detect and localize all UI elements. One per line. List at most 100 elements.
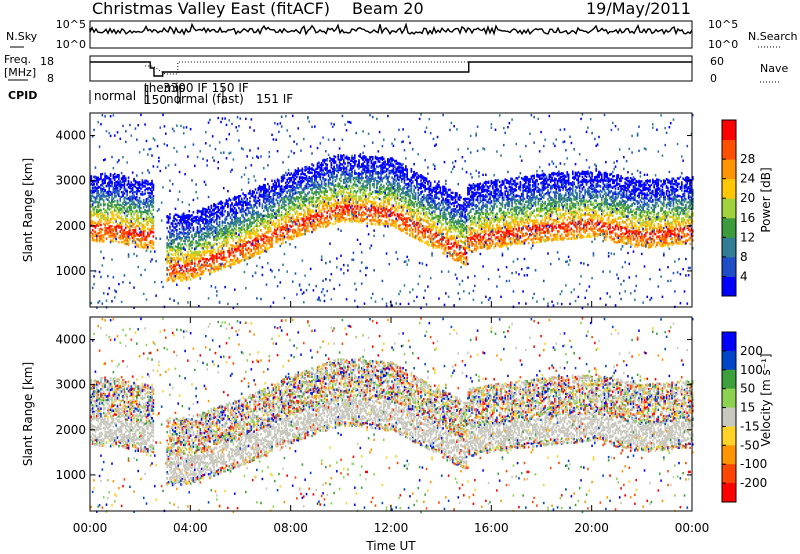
power-cell xyxy=(179,238,181,240)
power-cell xyxy=(228,119,230,121)
power-cell xyxy=(186,232,188,234)
power-cell xyxy=(202,258,204,260)
power-cell xyxy=(248,203,250,205)
power-cell xyxy=(142,239,144,241)
power-cell xyxy=(235,229,237,231)
power-cell xyxy=(264,187,266,189)
power-cell xyxy=(113,234,115,236)
power-cell xyxy=(175,214,177,216)
power-cell xyxy=(281,223,283,225)
power-cell xyxy=(128,226,130,228)
power-cell xyxy=(271,189,273,191)
power-cell xyxy=(121,191,123,193)
power-cell xyxy=(223,221,225,223)
power-cell xyxy=(219,264,221,266)
power-cell xyxy=(233,198,235,200)
power-cell xyxy=(114,196,116,198)
power-cell xyxy=(326,212,328,214)
power-cell xyxy=(106,231,108,233)
power-cell xyxy=(129,282,131,284)
power-cell xyxy=(256,211,258,213)
power-cell xyxy=(245,252,247,254)
power-cell xyxy=(223,244,225,246)
nsearch-label: N.Search xyxy=(748,30,798,43)
nsky-tick-top: 10^5 xyxy=(56,18,86,31)
power-cell xyxy=(320,216,322,218)
power-cell xyxy=(205,232,207,234)
power-cell xyxy=(179,219,181,221)
power-cell xyxy=(129,199,131,201)
power-cell xyxy=(314,182,316,184)
power-cell xyxy=(271,246,273,248)
power-cell xyxy=(285,213,287,215)
power-cell xyxy=(235,245,237,247)
power-cell xyxy=(199,273,201,275)
power-cell xyxy=(217,224,219,226)
power-cell xyxy=(282,264,284,266)
power-cell xyxy=(202,221,204,223)
power-cell xyxy=(108,235,110,237)
power-cell xyxy=(146,218,148,220)
power-cell xyxy=(310,212,312,214)
power-cell xyxy=(182,227,184,229)
power-cell xyxy=(222,233,224,235)
cpid-label: CPID xyxy=(8,89,37,102)
power-cell xyxy=(326,215,328,217)
power-cell xyxy=(263,187,265,189)
power-cell xyxy=(142,179,144,181)
power-cell xyxy=(100,231,102,233)
power-cell xyxy=(289,230,291,232)
power-cell xyxy=(202,208,204,210)
power-cell xyxy=(186,236,188,238)
power-cell xyxy=(244,173,246,175)
power-cell xyxy=(197,228,199,230)
power-cell xyxy=(129,209,131,211)
power-cell xyxy=(324,197,326,199)
power-cell xyxy=(179,190,181,192)
power-cell xyxy=(171,277,173,279)
power-cell xyxy=(285,204,287,206)
power-cell xyxy=(260,194,262,196)
power-cell xyxy=(329,222,331,224)
power-cell xyxy=(329,198,331,200)
power-cell xyxy=(208,228,210,230)
power-cell xyxy=(332,173,334,175)
power-cell xyxy=(300,289,302,291)
power-cell xyxy=(235,242,237,244)
power-cell xyxy=(223,257,225,259)
power-cell xyxy=(110,229,112,231)
power-cell xyxy=(151,154,153,156)
power-cell xyxy=(248,207,250,209)
power-cell xyxy=(175,249,177,251)
power-cell xyxy=(238,246,240,248)
power-cell xyxy=(137,234,139,236)
power-cell xyxy=(311,215,313,217)
power-cell xyxy=(110,205,112,207)
power-cell xyxy=(161,281,163,283)
power-cell xyxy=(238,224,240,226)
power-cell xyxy=(166,221,168,223)
power-cell xyxy=(291,206,293,208)
power-cell xyxy=(129,196,131,198)
power-cell xyxy=(244,237,246,239)
power-cell xyxy=(239,253,241,255)
power-cell xyxy=(99,212,101,214)
power-cell xyxy=(183,277,185,279)
power-cell xyxy=(280,200,282,202)
power-cell xyxy=(307,223,309,225)
power-cell xyxy=(140,207,142,209)
power-cell xyxy=(169,262,171,264)
power-cell xyxy=(103,292,105,294)
power-cell xyxy=(126,184,128,186)
power-cell xyxy=(264,242,266,244)
power-cell xyxy=(122,221,124,223)
power-cell xyxy=(119,138,121,140)
power-cell xyxy=(220,207,222,209)
power-cell xyxy=(284,208,286,210)
power-cell xyxy=(245,287,247,289)
power-cell xyxy=(295,182,297,184)
power-cell xyxy=(263,241,265,243)
power-cell xyxy=(202,158,204,160)
power-cell xyxy=(188,270,190,272)
power-cell xyxy=(257,229,259,231)
